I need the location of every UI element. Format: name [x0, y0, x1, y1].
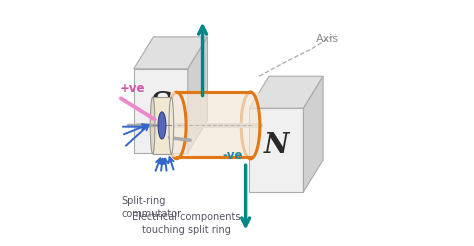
- Polygon shape: [249, 108, 303, 192]
- Ellipse shape: [150, 97, 155, 154]
- Polygon shape: [249, 76, 323, 108]
- Text: Electrical components
touching split ring: Electrical components touching split rin…: [132, 212, 241, 235]
- Ellipse shape: [158, 112, 166, 139]
- Polygon shape: [168, 92, 259, 157]
- Polygon shape: [134, 69, 188, 153]
- Text: S: S: [150, 90, 172, 121]
- Polygon shape: [153, 97, 171, 154]
- Ellipse shape: [169, 97, 173, 154]
- Polygon shape: [303, 76, 323, 192]
- Text: -ve: -ve: [222, 149, 243, 162]
- Text: N: N: [264, 132, 289, 159]
- Text: +ve: +ve: [120, 82, 146, 95]
- Polygon shape: [134, 37, 208, 69]
- Polygon shape: [188, 37, 208, 153]
- Text: Axis: Axis: [316, 34, 339, 44]
- Text: Split-ring
commutator: Split-ring commutator: [121, 196, 182, 219]
